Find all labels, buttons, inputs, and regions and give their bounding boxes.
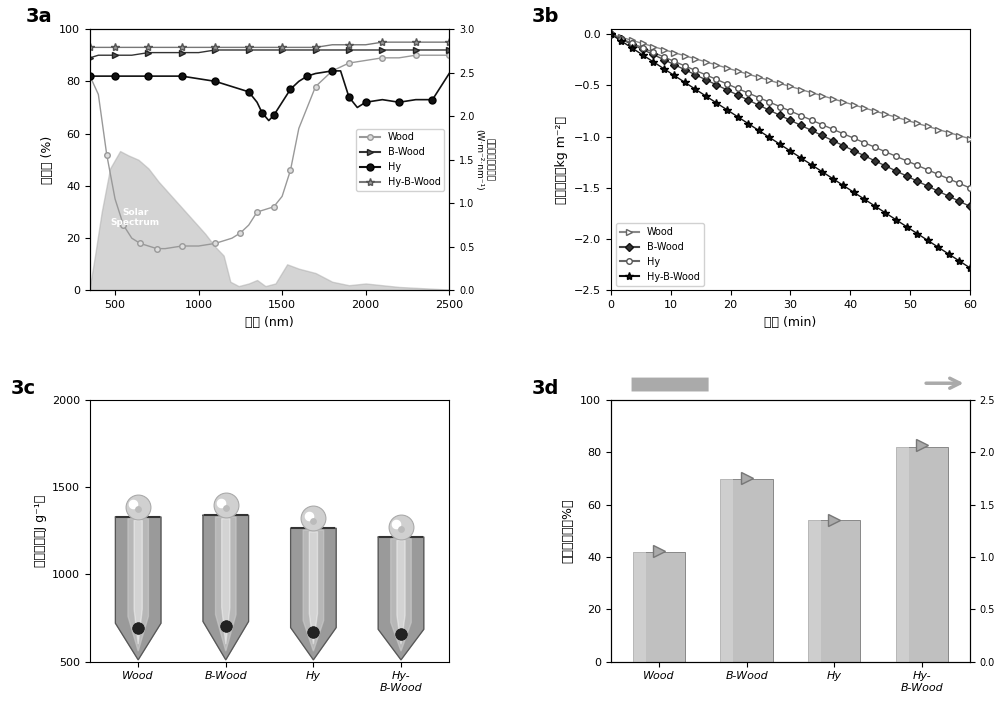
Y-axis label: 光热转换率（%）: 光热转换率（%） (562, 499, 575, 563)
X-axis label: 时间 (min): 时间 (min) (764, 316, 817, 329)
Point (130, 622, 146, 633)
Polygon shape (222, 518, 230, 644)
Point (130, 504, 146, 515)
X-axis label: 波长 (nm): 波长 (nm) (245, 316, 294, 329)
Y-axis label: 蒸发焉变（J g⁻¹）: 蒸发焉变（J g⁻¹） (34, 495, 47, 567)
Point (305, 513, 321, 524)
Point (213, 497, 229, 508)
Polygon shape (134, 521, 142, 644)
Bar (633, 552, 685, 662)
Polygon shape (309, 531, 317, 644)
Text: 3a: 3a (25, 7, 52, 26)
Polygon shape (303, 530, 324, 651)
Point (305, 626, 321, 638)
Point (125, 499, 141, 510)
Polygon shape (397, 540, 405, 644)
Point (393, 521, 409, 533)
Polygon shape (216, 517, 236, 651)
Bar (896, 447, 948, 662)
Polygon shape (291, 529, 336, 660)
Text: 3c: 3c (11, 379, 36, 398)
Bar (633, 552, 646, 662)
Polygon shape (128, 518, 148, 651)
Bar (808, 521, 860, 662)
Point (393, 523, 409, 535)
Y-axis label: 吸光度 (%): 吸光度 (%) (41, 136, 54, 184)
Point (393, 628, 409, 640)
Text: Solar
Spectrum: Solar Spectrum (111, 208, 160, 227)
Point (305, 515, 321, 526)
Bar (720, 478, 773, 662)
Polygon shape (378, 537, 424, 660)
Polygon shape (115, 517, 161, 660)
Point (218, 620, 234, 632)
Legend: Wood, B-Wood, Hy, Hy-B-Wood: Wood, B-Wood, Hy, Hy-B-Wood (356, 129, 444, 191)
Polygon shape (391, 539, 411, 651)
Point (301, 510, 317, 521)
Point (130, 501, 146, 513)
Point (388, 518, 404, 530)
Text: 3d: 3d (532, 379, 559, 398)
Legend: Wood, B-Wood, Hy, Hy-B-Wood: Wood, B-Wood, Hy, Hy-B-Wood (616, 223, 704, 286)
Point (218, 502, 234, 513)
Y-axis label: 质量变化（kg m⁻²）: 质量变化（kg m⁻²） (555, 116, 568, 204)
Point (218, 499, 234, 511)
Polygon shape (203, 515, 249, 660)
Text: 3b: 3b (532, 7, 559, 26)
Bar (720, 478, 733, 662)
Bar (808, 521, 821, 662)
Y-axis label: 太阳光谱辐射强度
(W·m⁻²·nm⁻¹): 太阳光谱辐射强度 (W·m⁻²·nm⁻¹) (474, 129, 494, 190)
Bar (896, 447, 909, 662)
